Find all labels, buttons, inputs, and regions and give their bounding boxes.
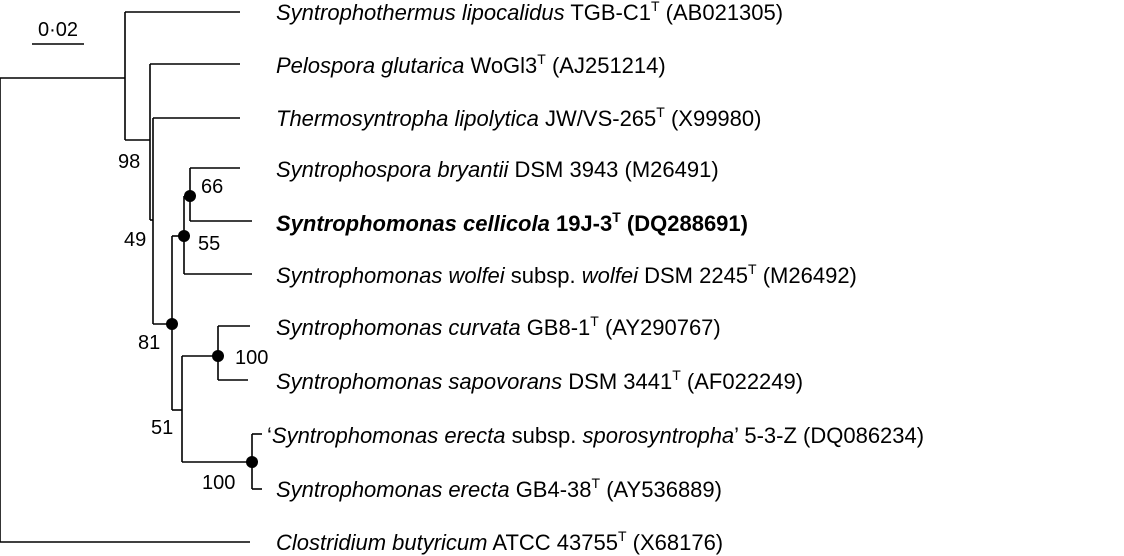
bootstrap-51: 51 <box>151 417 173 439</box>
bootstrap-49: 49 <box>124 229 146 251</box>
taxon-label-run: WoGl3 <box>464 53 537 78</box>
taxon-label-run: GB4-38 <box>510 477 592 502</box>
taxon-label-run: wolfei <box>582 263 639 288</box>
bootstrap-98: 98 <box>118 151 140 173</box>
taxon-label-run: subsp. <box>505 263 582 288</box>
taxon-label-run: Syntrophomonas curvata <box>276 315 521 340</box>
taxon-label-run: DSM 3441 <box>562 369 672 394</box>
taxon-label-run: Syntrophomonas erecta <box>276 477 510 502</box>
taxon-label-run: T <box>537 51 546 67</box>
node-100a-dot <box>212 350 224 362</box>
node-98-clade <box>124 11 240 141</box>
taxon-label-clostridium: Clostridium butyricum ATCC 43755T (X6817… <box>276 528 723 555</box>
taxon-label-run: (AJ251214) <box>546 53 666 78</box>
taxon-label-run: Syntrophothermus lipocalidus <box>276 0 565 25</box>
taxon-label-run: 19J-3 <box>550 211 612 236</box>
taxon-label-run: T <box>651 0 660 14</box>
taxon-label-thermosyntropha: Thermosyntropha lipolytica JW/VS-265T (X… <box>276 104 761 131</box>
taxon-label-run: sporosyntropha <box>583 423 735 448</box>
bootstrap-81: 81 <box>138 332 160 354</box>
taxon-label-run: (DQ288691) <box>621 211 748 236</box>
taxon-label-run: Thermosyntropha lipolytica <box>276 106 539 131</box>
taxon-label-run: TGB-C1 <box>565 0 651 25</box>
taxon-label-run: T <box>612 209 621 225</box>
taxon-label-run: Clostridium butyricum <box>276 530 488 555</box>
node-55-dot <box>178 230 190 242</box>
taxon-label-run: ‘ <box>267 423 272 448</box>
taxon-label-run: ’ 5-3-Z (DQ086234) <box>734 423 924 448</box>
taxon-label-run: (X68176) <box>627 530 724 555</box>
taxon-label-pelospora: Pelospora glutarica WoGl3T (AJ251214) <box>276 51 666 78</box>
bootstrap-100a: 100 <box>235 347 268 369</box>
taxon-label-run: Syntrophomonas cellicola <box>276 211 550 236</box>
node-100b-dot <box>246 456 258 468</box>
taxon-label-run: T <box>672 367 681 383</box>
taxon-label-run: Syntrophomonas erecta <box>272 423 506 448</box>
node-81-dot <box>166 318 178 330</box>
taxon-label-run: (M26492) <box>757 263 857 288</box>
taxon-label-run: (AY290767) <box>599 315 721 340</box>
taxon-label-run: ATCC 43755 <box>488 530 618 555</box>
taxon-label-run: Syntrophospora bryantii <box>276 157 509 182</box>
taxon-label-erecta-sporosyntropha: ‘Syntrophomonas erecta subsp. sporosyntr… <box>267 423 924 448</box>
taxon-label-run: subsp. <box>505 423 582 448</box>
bootstrap-66: 66 <box>201 176 223 198</box>
scale-bar-label: 0·02 <box>38 19 78 41</box>
taxon-label-syntrophospora: Syntrophospora bryantii DSM 3943 (M26491… <box>276 157 719 182</box>
taxon-label-run: (X99980) <box>665 106 762 131</box>
taxon-label-run: T <box>656 104 665 120</box>
taxon-label-sapovorans: Syntrophomonas sapovorans DSM 3441T (AF0… <box>276 367 803 394</box>
taxon-label-run: (AF022249) <box>681 369 803 394</box>
taxon-label-syntrophothermus: Syntrophothermus lipocalidus TGB-C1T (AB… <box>276 0 783 25</box>
node-51-clade <box>181 355 252 463</box>
taxon-label-run: T <box>592 475 601 491</box>
taxon-label-run: DSM 3943 (M26491) <box>508 157 718 182</box>
taxon-label-run: Syntrophomonas sapovorans <box>276 369 562 394</box>
taxon-label-run: DSM 2245 <box>638 263 748 288</box>
bootstrap-100b: 100 <box>202 472 235 494</box>
taxon-label-curvata: Syntrophomonas curvata GB8-1T (AY290767) <box>276 313 721 340</box>
taxon-label-run: GB8-1 <box>521 315 591 340</box>
taxon-label-erecta: Syntrophomonas erecta GB4-38T (AY536889) <box>276 475 722 502</box>
bootstrap-55: 55 <box>198 233 220 255</box>
root-clade <box>0 77 250 543</box>
taxon-label-run: (AY536889) <box>600 477 722 502</box>
taxon-label-run: JW/VS-265 <box>539 106 656 131</box>
taxon-label-run: Syntrophomonas wolfei <box>276 263 506 288</box>
taxon-label-run: T <box>590 313 599 329</box>
node-66-dot <box>184 190 196 202</box>
taxon-label-run: Pelospora glutarica <box>276 53 464 78</box>
taxon-label-run: T <box>618 528 627 544</box>
node-49-clade <box>149 63 240 325</box>
taxon-label-wolfei: Syntrophomonas wolfei subsp. wolfei DSM … <box>276 261 857 288</box>
taxon-label-run: T <box>748 261 757 277</box>
taxon-label-run: (AB021305) <box>660 0 784 25</box>
taxon-label-cellicola: Syntrophomonas cellicola 19J-3T (DQ28869… <box>276 209 748 236</box>
